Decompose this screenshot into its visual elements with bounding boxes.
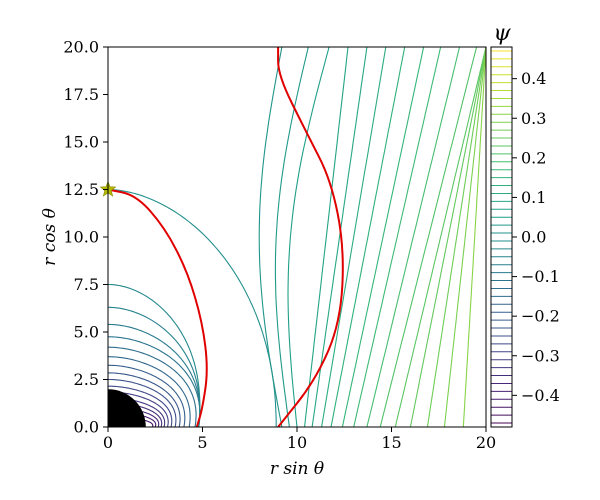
open-contour-line	[321, 46, 387, 428]
x-axis-label: r sin θ	[270, 459, 324, 479]
open-contour-line	[366, 46, 461, 428]
colorbar-tick-label: 0.0	[521, 228, 546, 247]
open-contour-line	[353, 46, 442, 428]
colorbar-levels	[491, 50, 512, 424]
colorbar-title: ψ	[493, 21, 511, 46]
x-tick-label: 10	[287, 433, 307, 452]
y-tick-label: 2.5	[74, 370, 99, 389]
open-contour-line	[287, 46, 330, 428]
closed-contour-line	[108, 378, 177, 428]
y-tick-label: 20.0	[63, 38, 99, 57]
open-contour-line	[274, 46, 309, 428]
y-tick-label: 12.5	[63, 180, 99, 199]
y-tick-label: 5.0	[74, 323, 99, 342]
closed-contour-line	[107, 385, 173, 428]
central-disk	[108, 389, 146, 427]
colorbar-tick-label: −0.1	[521, 267, 560, 286]
open-contour-line	[426, 46, 487, 428]
colorbar-tick-label: 0.3	[521, 109, 546, 128]
x-tick-label: 5	[197, 433, 207, 452]
plot-area: 0 5 10 15 20 0.0 2.5 5.0 7.5 10.0 12.5 15.0 17.5 20.…	[63, 38, 496, 453]
colorbar-tick-label: 0.4	[521, 69, 546, 88]
open-contour-line	[304, 46, 349, 428]
colorbar-frame	[490, 46, 513, 428]
colorbar-ticks: −0.4 −0.3 −0.2 −0.1 0.0 0.1 0.2 0.3 0.4	[512, 69, 560, 405]
closed-contour-line	[108, 356, 191, 428]
colorbar-tick-label: −0.3	[521, 346, 560, 365]
y-tick-label: 17.5	[63, 85, 99, 104]
x-tick-label: 0	[103, 433, 113, 452]
x-tick-label: 20	[476, 433, 496, 452]
open-contour-line	[258, 46, 283, 428]
closed-contour-line	[108, 364, 186, 428]
closed-contour-line	[108, 283, 201, 428]
central-disk-layer	[108, 389, 146, 427]
y-tick-label: 15.0	[63, 133, 99, 152]
y-tick-label: 0.0	[74, 418, 99, 437]
open-contour-line	[379, 46, 478, 428]
x-tick-label: 15	[381, 433, 401, 452]
colorbar-tick-label: 0.1	[521, 188, 546, 207]
closed-contour-line	[108, 372, 181, 428]
open-contour-line	[443, 46, 487, 428]
red-curves	[107, 47, 344, 428]
open-contour-line	[394, 46, 487, 428]
colorbar-tick-label: 0.2	[521, 148, 546, 167]
open-contour-line	[341, 46, 425, 428]
colorbar-tick-label: −0.4	[521, 386, 560, 405]
open-contours	[258, 46, 487, 428]
y-axis-label: r cos θ	[40, 208, 60, 266]
y-axis-ticks: 0.0 2.5 5.0 7.5 10.0 12.5 15.0 17.5 20.0	[63, 38, 108, 437]
y-tick-label: 7.5	[74, 275, 99, 294]
open-contour-line	[462, 46, 487, 428]
open-contour-line	[330, 46, 406, 428]
open-contour-line	[409, 46, 487, 428]
red-curve	[277, 47, 344, 428]
colorbar-tick-label: −0.2	[521, 307, 560, 326]
x-axis-ticks: 0 5 10 15 20	[103, 427, 496, 452]
closed-contour-line	[108, 346, 197, 428]
colorbar: −0.4 −0.3 −0.2 −0.1 0.0 0.1 0.2 0.3 0.4 ψ	[490, 21, 560, 428]
y-tick-label: 10.0	[63, 228, 99, 247]
plot-background	[108, 47, 486, 427]
red-curve	[107, 188, 208, 428]
